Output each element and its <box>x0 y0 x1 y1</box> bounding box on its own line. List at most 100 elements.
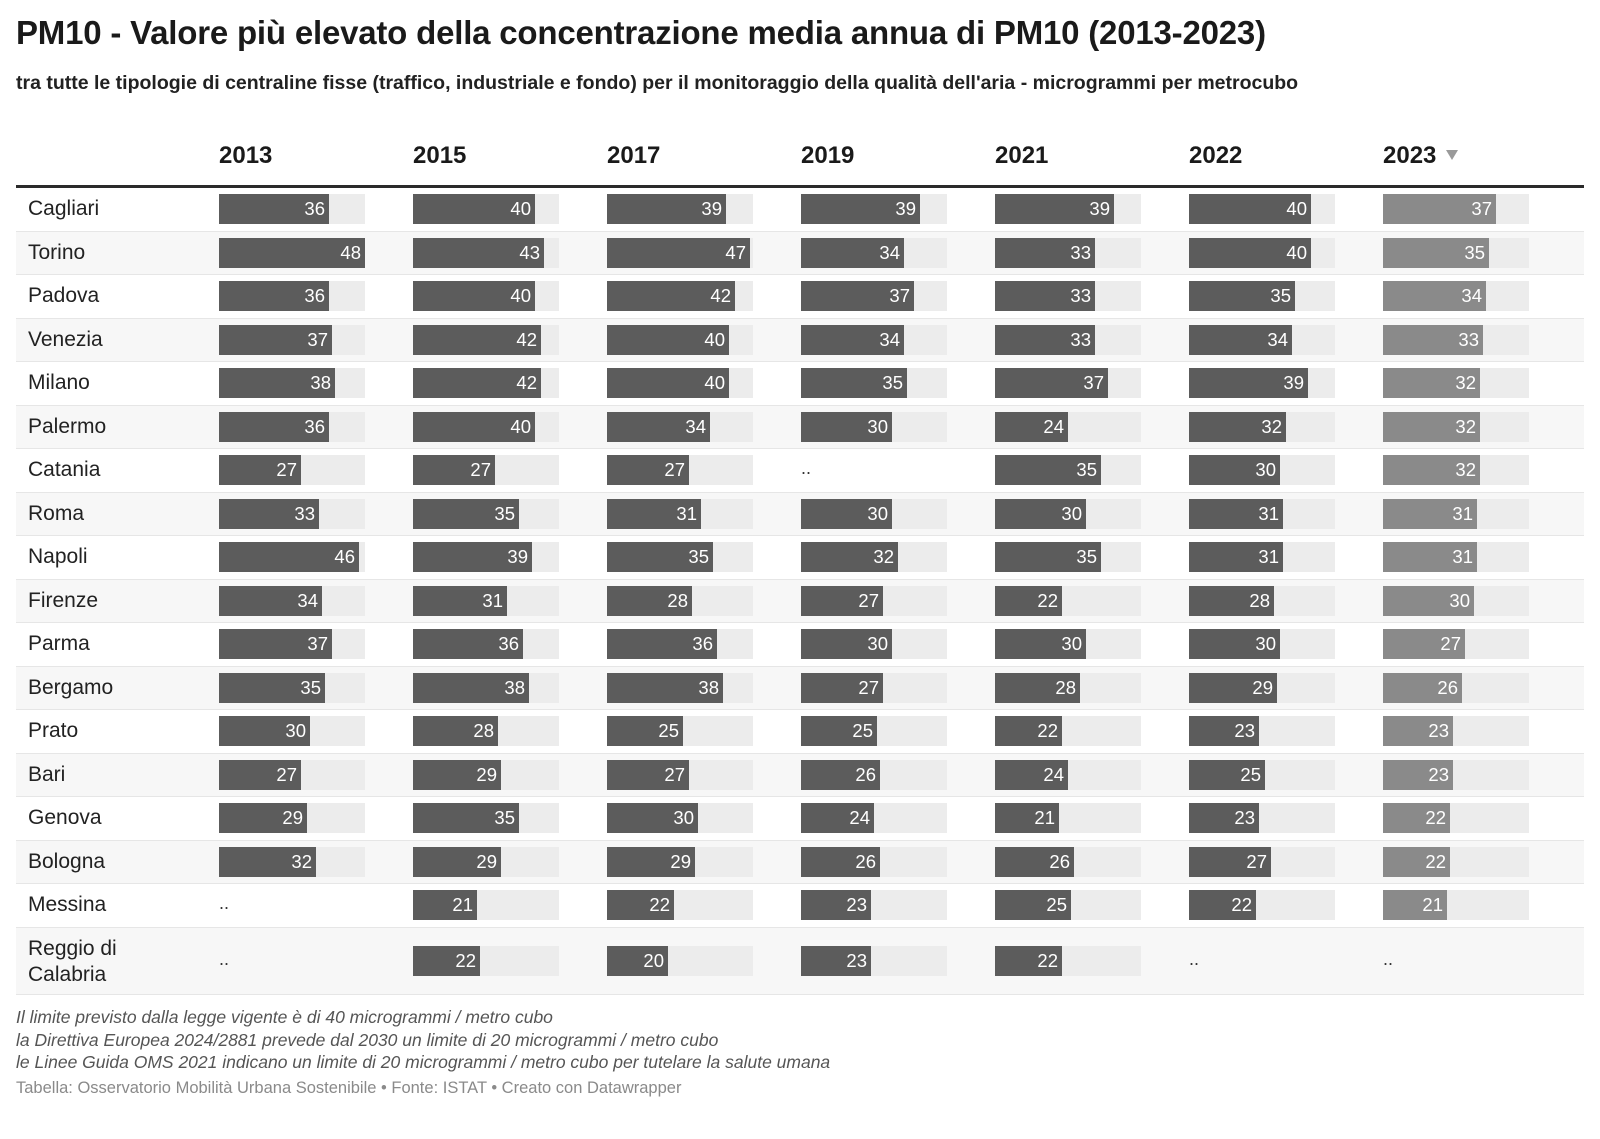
column-header-label: 2019 <box>801 142 855 169</box>
data-label: 27 <box>858 676 879 698</box>
data-label: 46 <box>334 546 355 568</box>
bar-cell: 34 <box>607 411 753 442</box>
data-bar <box>1383 368 1480 399</box>
data-bar <box>219 498 319 529</box>
data-label: 48 <box>340 241 361 263</box>
data-bar <box>1189 455 1280 486</box>
table-row: Roma 33 35 31 30 30 31 31 <box>16 492 1584 536</box>
table-row: Parma 37 36 36 30 30 30 27 <box>16 623 1584 667</box>
data-bar <box>801 945 871 976</box>
data-label: 33 <box>1458 328 1479 350</box>
data-label: 30 <box>867 502 888 524</box>
data-label: 31 <box>1452 502 1473 524</box>
data-label: 22 <box>1037 949 1058 971</box>
column-header-2022[interactable]: 2022 <box>1189 142 1242 170</box>
column-header-2015[interactable]: 2015 <box>413 142 466 170</box>
bar-cell: 30 <box>1189 455 1335 486</box>
data-label: 27 <box>276 763 297 785</box>
city-label: Reggio di Calabria <box>28 936 117 986</box>
data-bar <box>995 455 1101 486</box>
data-bar <box>801 585 883 616</box>
data-bar <box>607 629 717 660</box>
data-label: 40 <box>510 198 531 220</box>
data-bar <box>607 585 692 616</box>
bar-cell: 22 <box>1189 890 1335 921</box>
data-label: 32 <box>1455 372 1476 394</box>
bar-cell: 34 <box>219 585 365 616</box>
bar-cell: 40 <box>413 281 559 312</box>
data-label: 23 <box>846 949 867 971</box>
data-label: 24 <box>1043 415 1064 437</box>
data-bar <box>1189 498 1283 529</box>
bar-cell: 31 <box>1383 542 1529 573</box>
data-bar <box>607 542 713 573</box>
data-label: 39 <box>1283 372 1304 394</box>
data-bar <box>607 803 698 834</box>
data-label: 37 <box>1083 372 1104 394</box>
bar-cell: 26 <box>801 759 947 790</box>
bar-cell: 35 <box>219 672 365 703</box>
bar-cell: 30 <box>995 629 1141 660</box>
bar-cell: 35 <box>995 455 1141 486</box>
data-label: 36 <box>304 415 325 437</box>
data-label: 25 <box>852 720 873 742</box>
data-label: 31 <box>482 589 503 611</box>
data-label: 33 <box>294 502 315 524</box>
data-label: 37 <box>1471 198 1492 220</box>
data-label: 32 <box>873 546 894 568</box>
column-header-2013[interactable]: 2013 <box>219 142 272 170</box>
data-bar <box>1189 716 1259 747</box>
chart-title: PM10 - Valore più elevato della concentr… <box>16 14 1266 51</box>
data-bar <box>801 281 914 312</box>
data-bar <box>1383 846 1450 877</box>
data-label: 34 <box>1461 285 1482 307</box>
table-row: Prato 30 28 25 25 22 23 23 <box>16 710 1584 754</box>
data-bar <box>801 846 880 877</box>
data-label: 33 <box>1070 241 1091 263</box>
data-label: 23 <box>1428 720 1449 742</box>
bar-cell: 33 <box>219 498 365 529</box>
data-label: 29 <box>1252 676 1273 698</box>
bar-cell: 39 <box>995 194 1141 225</box>
data-bar <box>995 629 1086 660</box>
column-header-label: 2021 <box>995 142 1049 169</box>
column-header-label: 2015 <box>413 142 467 169</box>
data-label: 40 <box>510 285 531 307</box>
table-row: Cagliari 36 40 39 39 39 40 37 <box>16 188 1584 232</box>
data-bar <box>219 846 316 877</box>
data-bar <box>219 237 365 268</box>
table-row: Catania 27 27 27.. 35 30 32 <box>16 449 1584 493</box>
data-bar <box>219 542 359 573</box>
column-header-2023[interactable]: 2023 <box>1383 142 1459 170</box>
data-label: 22 <box>1037 720 1058 742</box>
data-bar <box>219 672 325 703</box>
bar-cell: 39 <box>413 542 559 573</box>
city-label: Firenze <box>28 588 99 612</box>
bar-cell: 37 <box>219 629 365 660</box>
bar-cell: 22 <box>413 945 559 976</box>
sort-descending-icon[interactable] <box>1446 149 1459 160</box>
note-line: la Direttiva Europea 2024/2881 prevede d… <box>16 1029 719 1050</box>
column-header-2021[interactable]: 2021 <box>995 142 1048 170</box>
data-label: 40 <box>704 328 725 350</box>
bar-cell: 32 <box>1383 411 1529 442</box>
data-label: 30 <box>673 807 694 829</box>
city-label: Bari <box>28 762 66 786</box>
data-label: 23 <box>846 894 867 916</box>
data-bar <box>607 945 668 976</box>
data-bar <box>607 281 735 312</box>
data-bar <box>995 194 1114 225</box>
bar-cell: 34 <box>801 324 947 355</box>
table-row: Firenze 34 31 28 27 22 28 30 <box>16 579 1584 623</box>
column-header-2017[interactable]: 2017 <box>607 142 660 170</box>
data-bar <box>1383 672 1462 703</box>
bar-cell: 34 <box>1189 324 1335 355</box>
column-header-2019[interactable]: 2019 <box>801 142 854 170</box>
data-bar <box>1189 759 1265 790</box>
data-bar <box>607 846 695 877</box>
data-label: 22 <box>1231 894 1252 916</box>
bar-cell: 37 <box>1383 194 1529 225</box>
data-label: 30 <box>1449 589 1470 611</box>
table-row: Palermo 36 40 34 30 24 32 32 <box>16 405 1584 449</box>
data-label: 27 <box>470 459 491 481</box>
